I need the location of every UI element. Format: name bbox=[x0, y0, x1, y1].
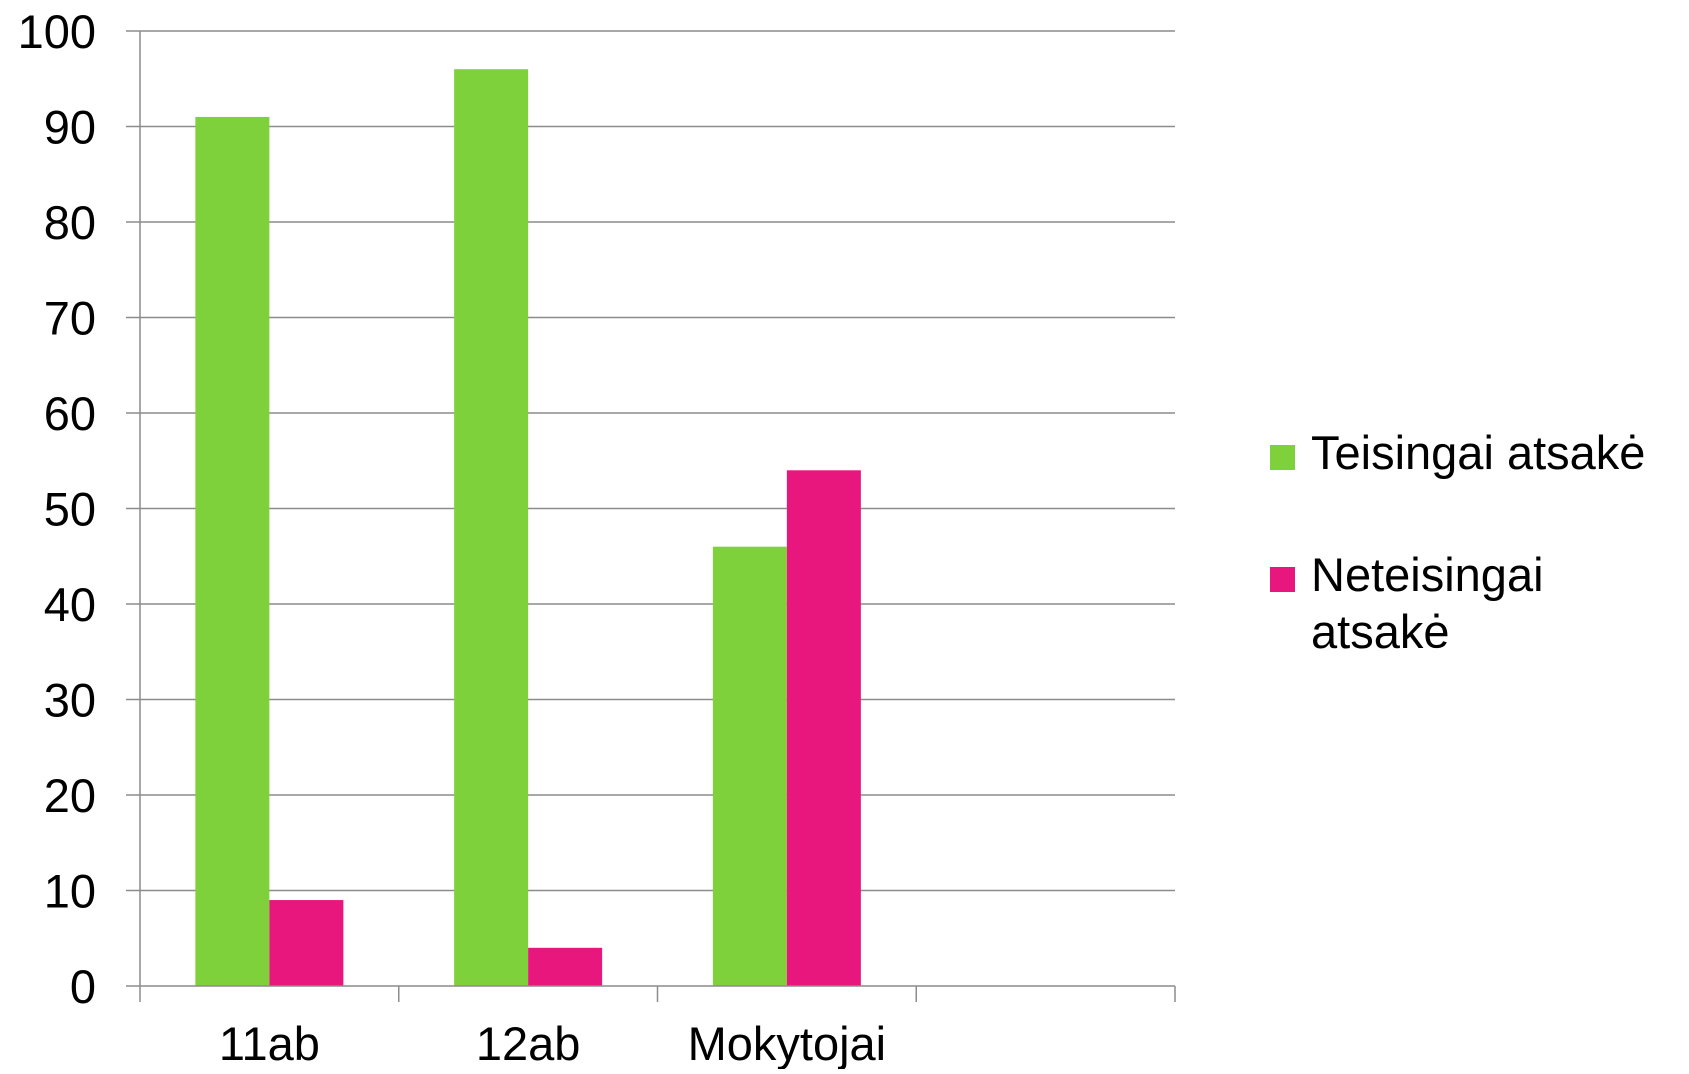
y-tick-label: 60 bbox=[44, 387, 96, 440]
bars bbox=[195, 69, 861, 986]
legend-label-0: Teisingai atsakė bbox=[1311, 426, 1645, 479]
y-tick-label: 20 bbox=[44, 769, 96, 822]
bar-Mokytojai-series-0 bbox=[712, 546, 787, 986]
bar-Mokytojai-series-1 bbox=[786, 470, 861, 986]
x-tick-label: Mokytojai bbox=[688, 1017, 887, 1069]
bar-12ab-series-1 bbox=[528, 947, 603, 986]
legend-swatch-1 bbox=[1270, 567, 1295, 592]
legend-label-line: Teisingai atsakė bbox=[1311, 426, 1645, 479]
bar-11ab-series-0 bbox=[195, 116, 270, 986]
y-tick-label: 70 bbox=[44, 292, 96, 345]
bar-11ab-series-1 bbox=[269, 900, 344, 986]
y-tick-label: 90 bbox=[44, 101, 96, 154]
axes: 0 10 20 30 40 50 60 70 80 90 100 11ab 12ab Mokytojai bbox=[18, 5, 1176, 1070]
y-tick-label: 0 bbox=[70, 960, 96, 1013]
y-tick-label: 80 bbox=[44, 196, 96, 249]
legend-label-line: Neteisingai bbox=[1311, 548, 1544, 601]
bar-12ab-series-0 bbox=[454, 69, 529, 986]
x-tick-label: 11ab bbox=[219, 1017, 320, 1069]
legend: Teisingai atsakė Neteisingai atsakė bbox=[1270, 426, 1645, 658]
x-tick-label: 12ab bbox=[476, 1017, 581, 1069]
y-tick-label: 100 bbox=[18, 5, 96, 58]
gridlines bbox=[140, 30, 1175, 892]
y-tick-label: 10 bbox=[44, 865, 96, 918]
legend-swatch-0 bbox=[1270, 445, 1295, 470]
y-tick-label: 40 bbox=[44, 578, 96, 631]
legend-label-line: atsakė bbox=[1311, 605, 1449, 658]
y-tick-label: 50 bbox=[44, 483, 96, 536]
y-tick-label: 30 bbox=[44, 674, 96, 727]
legend-label-1: Neteisingai atsakė bbox=[1311, 548, 1544, 658]
